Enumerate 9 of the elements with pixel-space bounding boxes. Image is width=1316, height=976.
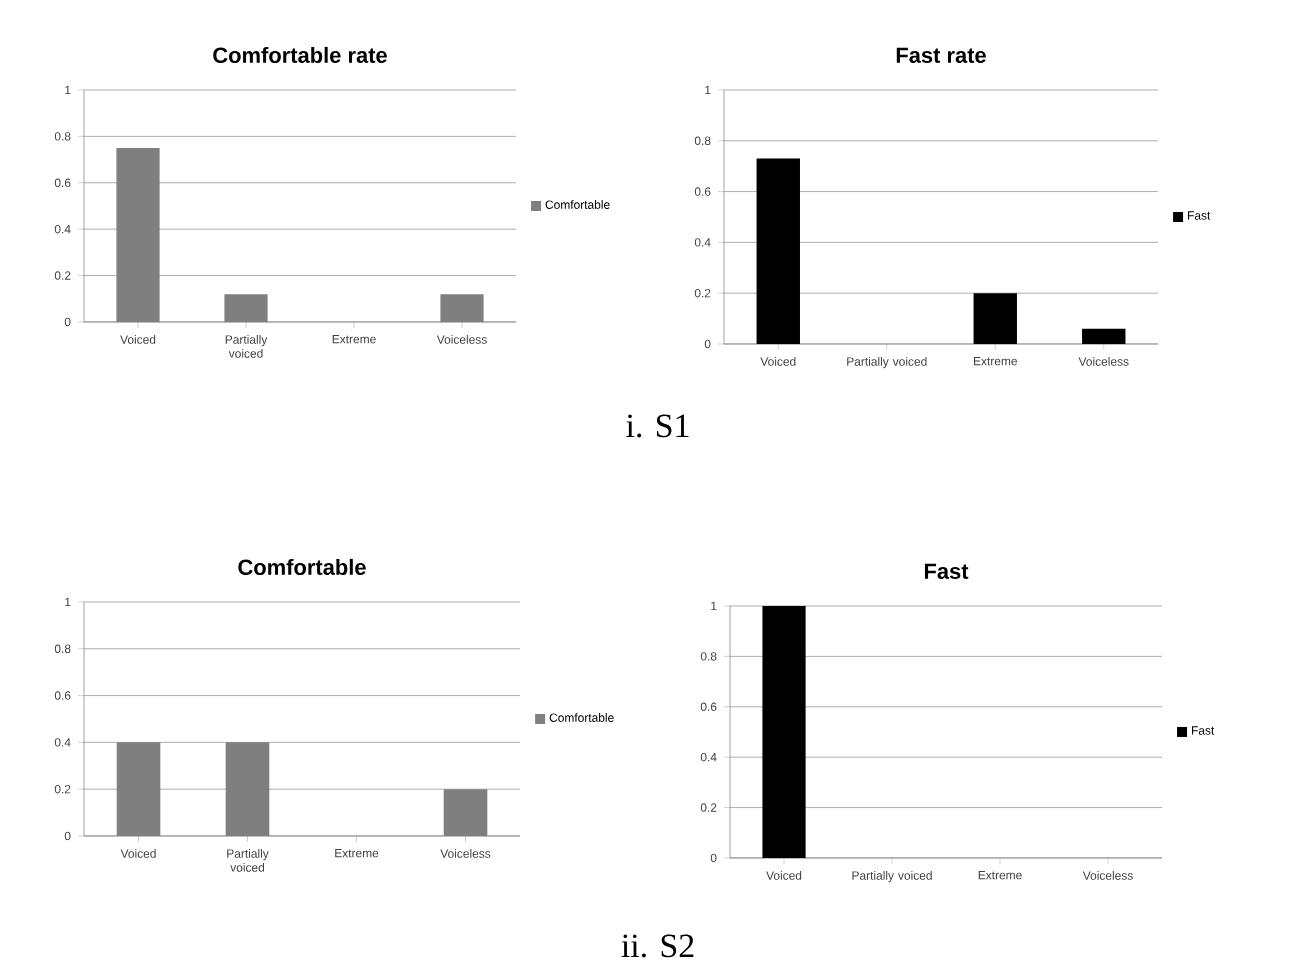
bar — [756, 158, 800, 344]
text: ii. S2 — [621, 934, 694, 958]
text: i. S1 — [626, 414, 689, 438]
chart-title: Comfortable — [238, 558, 366, 575]
chart-title: Fast rate — [896, 47, 986, 63]
chart-title: Comfortable rate — [213, 46, 387, 63]
bar — [973, 293, 1017, 344]
chart-title: Fast — [924, 563, 969, 579]
bar — [1082, 328, 1126, 344]
